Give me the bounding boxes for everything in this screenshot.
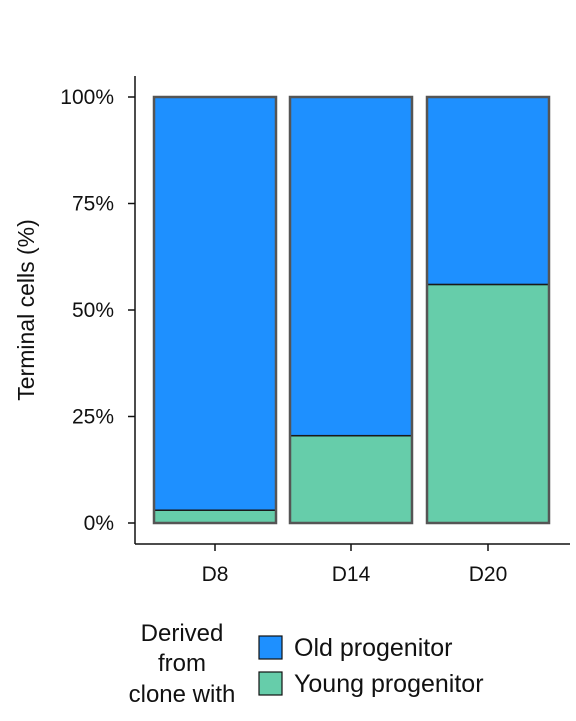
x-tick-label: D20 <box>469 563 508 586</box>
bar-D8-young <box>153 509 277 524</box>
legend-swatch <box>258 635 283 660</box>
legend: Derived from clone with Old progenitor Young… <box>129 620 484 708</box>
bar-D14-young <box>289 434 413 524</box>
y-axis-label: Terminal cells (%) <box>13 219 39 400</box>
legend-title-line: clone with <box>129 681 236 708</box>
y-ticks: 0% 25% 50% 75% 100% <box>60 86 135 535</box>
bar-D20-young <box>426 283 550 524</box>
x-tick-label: D14 <box>332 563 371 586</box>
bars-layer <box>152 95 551 525</box>
x-tick-label: D8 <box>202 563 229 586</box>
bar-frame-D8 <box>152 95 278 525</box>
y-tick-label: 0% <box>84 512 114 535</box>
bar-frame-D14 <box>288 95 414 525</box>
x-ticks: D8 D14 D20 <box>202 544 508 586</box>
bar-D8-old <box>153 96 277 511</box>
bar-frame-D20 <box>425 95 551 525</box>
legend-label: Young progenitor <box>294 670 484 698</box>
y-tick-label: 25% <box>72 406 114 429</box>
legend-title-line: from <box>158 650 206 677</box>
legend-swatch <box>258 671 283 696</box>
bar-D14-old <box>289 96 413 437</box>
y-tick-label: 50% <box>72 299 114 322</box>
y-tick-label: 75% <box>72 193 114 216</box>
legend-label: Old progenitor <box>294 634 452 662</box>
bar-D20-old <box>426 96 550 286</box>
y-tick-label: 100% <box>60 86 114 109</box>
legend-title-line: Derived <box>141 620 224 647</box>
